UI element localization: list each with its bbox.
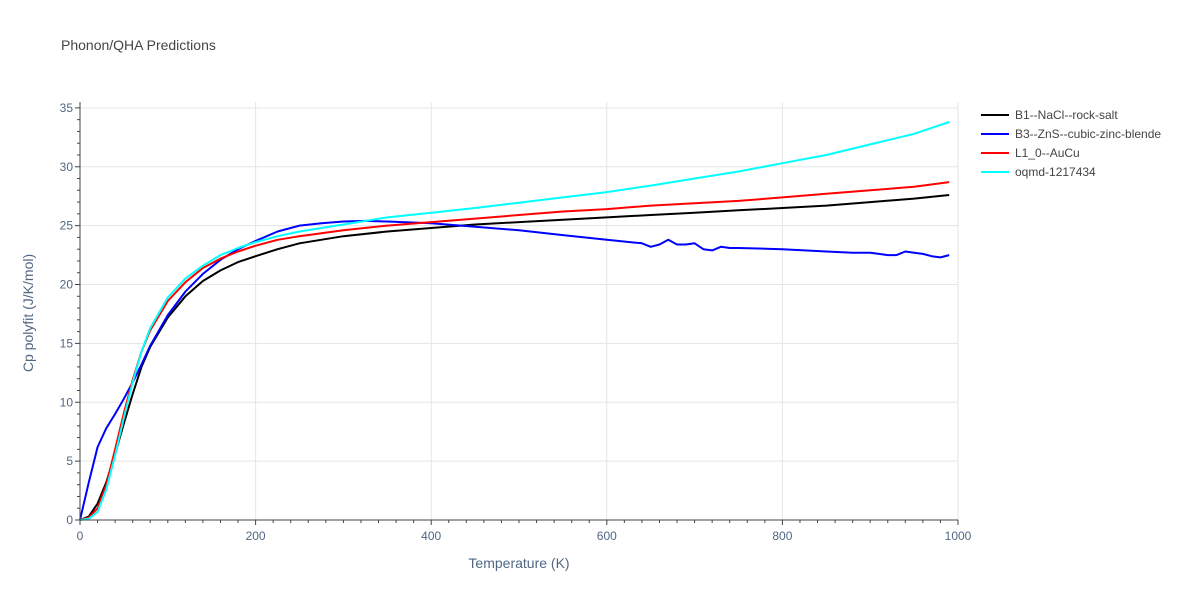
legend-item[interactable]: B3--ZnS--cubic-zinc-blende: [981, 127, 1161, 141]
grid-lines: [80, 102, 959, 520]
x-tick-label: 400: [421, 529, 441, 543]
x-tick-label: 1000: [945, 529, 972, 543]
legend-label: B1--NaCl--rock-salt: [1015, 108, 1118, 122]
legend[interactable]: B1--NaCl--rock-salt B3--ZnS--cubic-zinc-b…: [981, 108, 1161, 179]
x-tick-label: 0: [77, 529, 84, 543]
y-tick-label: 30: [60, 160, 74, 174]
y-axis-title: Cp polyfit (J/K/mol): [20, 254, 36, 372]
y-tick-label: 5: [66, 454, 73, 468]
y-tick-label: 35: [60, 101, 74, 115]
legend-label: L1_0--AuCu: [1015, 146, 1080, 160]
legend-item[interactable]: L1_0--AuCu: [981, 146, 1080, 160]
x-tick-label: 200: [246, 529, 266, 543]
x-tick-label: 600: [597, 529, 617, 543]
legend-item[interactable]: B1--NaCl--rock-salt: [981, 108, 1118, 122]
series-line-1[interactable]: [79, 219, 950, 521]
legend-item[interactable]: oqmd-1217434: [981, 165, 1096, 179]
axes: 0 200 400 600 800 1000 0 5 10 15 20 25 30 35: [60, 101, 972, 543]
x-axis-title: Temperature (K): [468, 555, 569, 571]
y-tick-label: 15: [60, 336, 74, 350]
series-line-0[interactable]: [79, 194, 950, 521]
chart-title: Phonon/QHA Predictions: [61, 37, 216, 53]
plot-series: [79, 121, 950, 521]
y-tick-label: 0: [66, 513, 73, 527]
y-tick-label: 20: [60, 278, 74, 292]
x-tick-label: 800: [772, 529, 792, 543]
y-tick-label: 25: [60, 219, 74, 233]
legend-label: B3--ZnS--cubic-zinc-blende: [1015, 127, 1161, 141]
legend-label: oqmd-1217434: [1015, 165, 1096, 179]
y-tick-label: 10: [60, 395, 74, 409]
series-line-3[interactable]: [79, 121, 950, 521]
series-line-2[interactable]: [79, 181, 950, 521]
